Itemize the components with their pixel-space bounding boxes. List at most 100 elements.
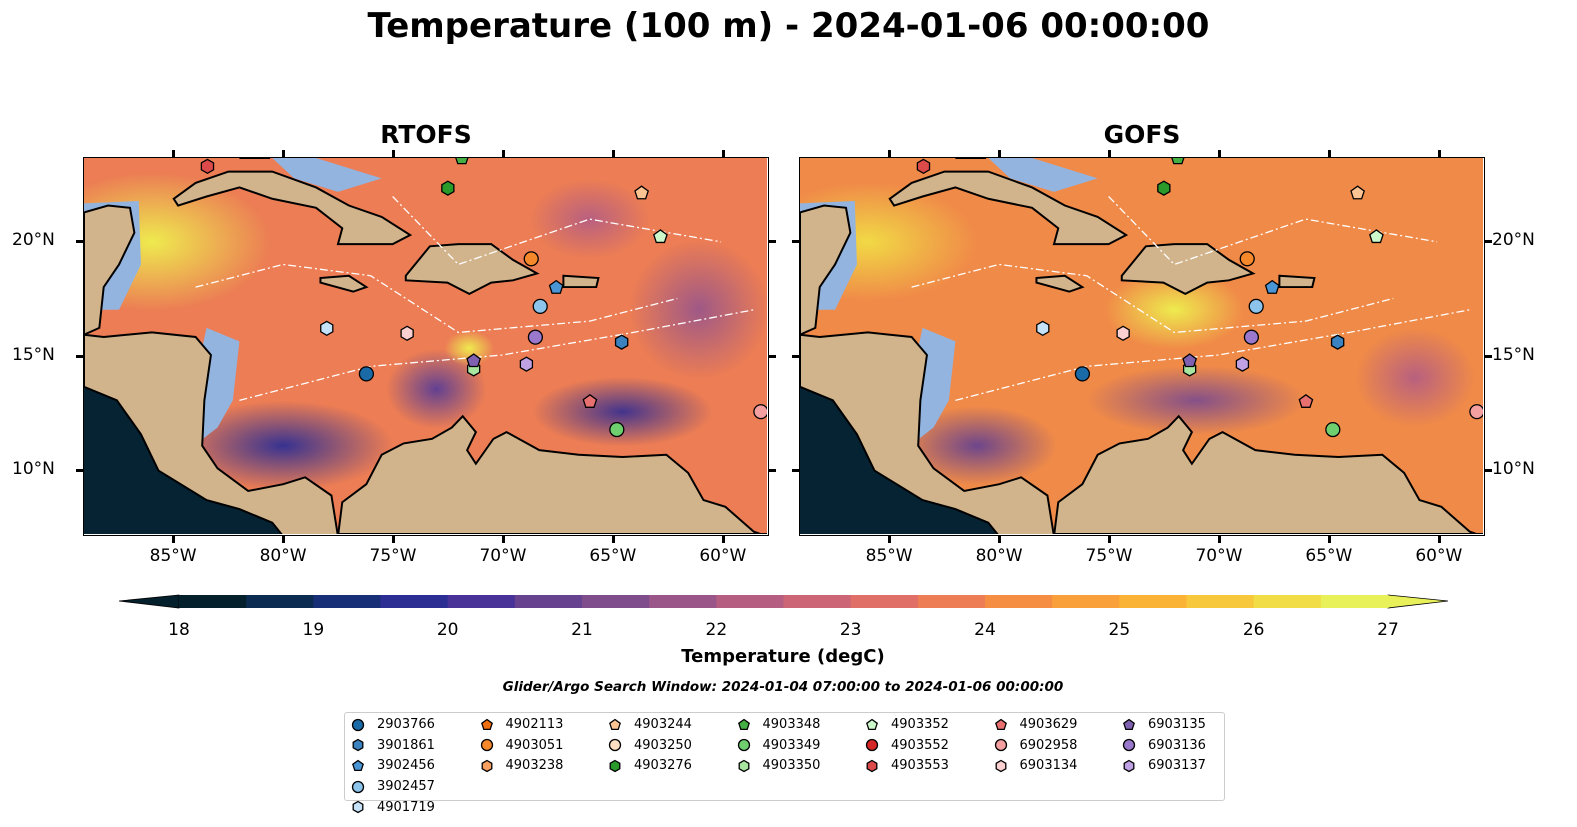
legend-label: 3902456	[377, 758, 435, 774]
marker-hexagon	[481, 759, 492, 773]
marker-circle	[994, 739, 1007, 752]
legend-item: 6903137	[1122, 758, 1206, 773]
colorbar-bin	[514, 595, 583, 608]
legend-item: 4903051	[480, 738, 563, 753]
pacific-cold-region	[800, 386, 1000, 537]
tick-mark	[1485, 240, 1492, 244]
land-south-america	[336, 414, 768, 538]
float-marker-6902958	[1469, 404, 1485, 420]
marker-circle	[480, 739, 493, 752]
temperature-anomaly	[629, 240, 769, 380]
legend-marker-icon	[352, 801, 364, 814]
colorbar-bin	[1253, 595, 1322, 608]
tick-mark	[282, 536, 286, 543]
tick-mark	[792, 240, 799, 244]
temperature-anomaly	[1104, 270, 1245, 350]
tick-mark	[1327, 150, 1331, 157]
tick-mark	[721, 150, 725, 157]
colorbar-bin	[1052, 595, 1120, 608]
legend-label: 4903352	[891, 717, 949, 732]
float-marker-4903352	[653, 229, 668, 244]
tick-mark	[1108, 150, 1112, 157]
temperature-anomaly	[1355, 328, 1475, 428]
tick-mark	[76, 468, 83, 472]
legend-item: 4903552	[865, 738, 949, 753]
land-puerto-rico	[562, 274, 600, 289]
legend-label: 4903244	[634, 717, 692, 732]
legend-marker-icon	[1122, 739, 1136, 752]
legend-item: 4903553	[865, 758, 949, 773]
tick-mark	[392, 150, 396, 157]
tick-mark	[769, 240, 776, 244]
legend-item: 6903135	[1122, 717, 1206, 732]
float-marker-3902456	[1264, 279, 1280, 294]
lon-tick-label: 70°W	[479, 546, 527, 566]
eez-boundary	[955, 309, 1470, 401]
legend-label: 4903238	[505, 758, 564, 774]
marker-circle	[608, 739, 622, 752]
tick-mark	[172, 150, 176, 157]
float-marker-3901861	[1330, 334, 1345, 350]
tick-mark	[1327, 536, 1331, 543]
legend-item: 4903629	[994, 717, 1077, 732]
float-marker-4903352	[1369, 229, 1384, 244]
legend-label: 4903349	[762, 737, 821, 753]
colorbar-bin	[649, 595, 717, 608]
legend-marker-icon	[737, 739, 750, 752]
legend-label: 3901861	[377, 737, 435, 753]
marker-pentagon	[480, 718, 493, 730]
legend-marker-icon	[480, 739, 493, 752]
colorbar-bin	[582, 595, 650, 608]
land-cuba	[888, 170, 1129, 246]
tick-mark	[501, 536, 505, 543]
lon-tick-label: 85°W	[149, 546, 197, 566]
float-marker-6903136	[527, 329, 544, 345]
tick-mark	[76, 354, 83, 358]
legend-marker-icon	[1123, 718, 1135, 730]
legend-marker-icon	[481, 759, 492, 773]
legend-marker-icon	[351, 718, 365, 731]
float-marker-6903134	[400, 325, 414, 341]
colorbar-tick-label: 27	[1377, 620, 1399, 640]
float-marker-4903629	[1298, 394, 1314, 408]
float-marker-3902456	[548, 279, 564, 294]
legend-marker-icon	[608, 739, 622, 752]
float-marker-6903135	[1182, 353, 1198, 368]
float-marker-4903276	[441, 180, 455, 196]
rtofs-panel-title: RTOFS	[380, 120, 472, 149]
temperature-anomaly	[173, 401, 393, 491]
float-marker-4903348	[454, 150, 470, 165]
legend-label: 4903553	[891, 758, 949, 774]
legend-marker-icon	[609, 759, 621, 773]
colorbar-bin	[447, 595, 516, 608]
legend-item: 6903134	[994, 758, 1077, 773]
eez-boundary	[1108, 196, 1438, 266]
tick-mark	[888, 150, 892, 157]
colorbar-bin	[917, 595, 986, 608]
float-marker-4901719	[1036, 320, 1050, 337]
marker-circle	[737, 739, 750, 752]
colorbar-bin	[985, 595, 1053, 608]
search-window-text: Glider/Argo Search Window: 2024-01-04 07…	[502, 679, 1064, 695]
float-marker-4903553	[916, 158, 931, 175]
legend-item: 2903766	[351, 717, 435, 732]
tick-mark	[1485, 468, 1492, 472]
marker-hexagon	[352, 801, 364, 814]
land-puerto-rico	[1278, 274, 1316, 289]
pacific-cold-region	[84, 386, 284, 537]
colorbar-tick-label: 24	[974, 620, 996, 640]
lon-tick-label: 80°W	[259, 546, 307, 566]
tick-mark	[998, 536, 1002, 543]
tick-mark	[172, 536, 176, 543]
colorbar-extend-low	[118, 594, 180, 609]
tick-mark	[792, 468, 799, 472]
legend-item: 4903244	[608, 717, 692, 732]
colorbar-bin	[179, 595, 247, 608]
colorbar-tick-label: 19	[302, 620, 325, 640]
land-hispaniola	[404, 243, 540, 296]
colorbar-bin	[313, 595, 381, 608]
marker-pentagon	[1123, 718, 1135, 730]
lon-tick-label: 75°W	[369, 546, 417, 566]
colorbar-extend-high	[1387, 594, 1449, 609]
tick-mark	[501, 150, 505, 157]
